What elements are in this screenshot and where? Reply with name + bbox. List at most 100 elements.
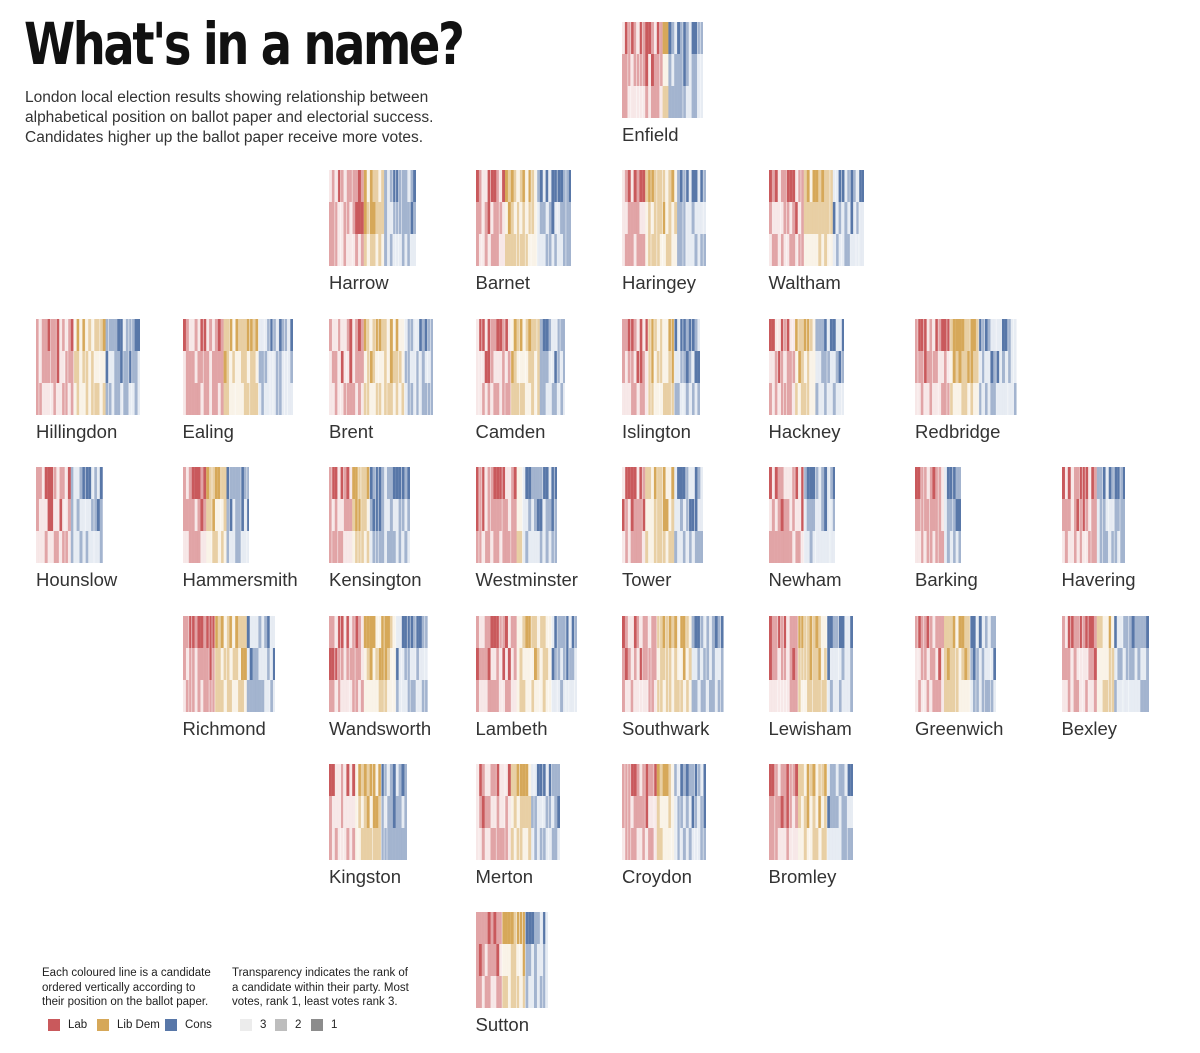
candidate-mark bbox=[668, 86, 672, 118]
candidate-mark bbox=[358, 796, 361, 828]
candidate-mark bbox=[389, 318, 393, 351]
candidate-mark bbox=[114, 318, 118, 351]
candidate-mark bbox=[96, 499, 100, 532]
candidate-mark bbox=[812, 467, 815, 500]
candidate-mark bbox=[797, 764, 801, 796]
candidate-mark bbox=[653, 796, 657, 828]
candidate-mark bbox=[375, 382, 379, 415]
candidate-mark bbox=[337, 679, 341, 712]
candidate-mark bbox=[858, 202, 862, 235]
candidate-mark bbox=[407, 679, 411, 712]
candidate-mark bbox=[817, 679, 821, 712]
candidate-mark bbox=[478, 202, 482, 235]
candidate-mark bbox=[59, 350, 63, 383]
candidate-mark bbox=[395, 467, 399, 500]
candidate-mark bbox=[384, 764, 388, 796]
candidate-mark bbox=[946, 382, 950, 415]
candidate-mark bbox=[182, 615, 186, 648]
candidate-mark bbox=[685, 467, 689, 500]
candidate-mark bbox=[944, 615, 947, 648]
candidate-mark bbox=[809, 796, 813, 828]
candidate-mark bbox=[65, 467, 68, 500]
candidate-separator bbox=[93, 318, 95, 415]
candidate-mark bbox=[38, 318, 42, 351]
candidate-mark bbox=[67, 318, 71, 351]
candidate-mark bbox=[861, 202, 865, 235]
candidate-mark bbox=[929, 467, 933, 500]
candidate-mark bbox=[788, 679, 792, 712]
candidate-mark bbox=[688, 54, 692, 86]
candidate-mark bbox=[691, 796, 695, 828]
candidate-mark bbox=[401, 615, 405, 648]
candidate-mark bbox=[662, 796, 666, 828]
candidate-mark bbox=[645, 828, 649, 860]
candidate-mark bbox=[1090, 647, 1094, 680]
candidate-mark bbox=[556, 764, 560, 796]
candidate-separator bbox=[334, 170, 336, 267]
candidate-mark bbox=[809, 679, 813, 712]
candidate-mark bbox=[990, 350, 994, 383]
candidate-mark bbox=[513, 764, 517, 796]
candidate-mark bbox=[656, 22, 660, 54]
candidate-mark bbox=[243, 531, 247, 564]
candidate-mark bbox=[630, 382, 634, 415]
candidate-mark bbox=[36, 531, 39, 564]
candidate-mark bbox=[85, 318, 89, 351]
candidate-mark bbox=[490, 234, 493, 267]
candidate-mark bbox=[211, 679, 215, 712]
candidate-mark bbox=[697, 382, 701, 415]
candidate-mark bbox=[697, 54, 701, 86]
candidate-mark bbox=[706, 615, 710, 648]
candidate-mark bbox=[548, 350, 551, 383]
candidate-mark bbox=[993, 615, 997, 648]
candidate-mark bbox=[366, 318, 370, 351]
candidate-mark bbox=[680, 615, 683, 648]
borough-chart-redbridge bbox=[915, 318, 1017, 415]
candidate-separator bbox=[1084, 467, 1086, 564]
candidate-mark bbox=[653, 764, 657, 796]
candidate-mark bbox=[829, 350, 833, 383]
candidate-separator bbox=[272, 318, 273, 415]
candidate-mark bbox=[484, 976, 488, 1009]
candidate-separator bbox=[849, 170, 851, 267]
candidate-separator bbox=[392, 170, 394, 267]
borough-label: Tower bbox=[622, 569, 672, 591]
candidate-mark bbox=[636, 86, 640, 118]
candidate-mark bbox=[360, 202, 364, 235]
candidate-mark bbox=[266, 647, 270, 680]
candidate-mark bbox=[99, 467, 103, 500]
candidate-mark bbox=[372, 350, 376, 383]
candidate-mark bbox=[392, 679, 396, 712]
candidate-mark bbox=[513, 976, 517, 1009]
candidate-separator bbox=[190, 615, 192, 712]
candidate-mark bbox=[622, 202, 625, 235]
candidate-mark bbox=[981, 615, 985, 648]
candidate-mark bbox=[682, 170, 686, 203]
candidate-mark bbox=[94, 350, 97, 383]
candidate-mark bbox=[829, 202, 833, 235]
candidate-mark bbox=[59, 531, 63, 564]
candidate-mark bbox=[223, 499, 227, 532]
candidate-mark bbox=[519, 764, 522, 796]
candidate-mark bbox=[788, 467, 792, 500]
candidate-mark bbox=[556, 350, 560, 383]
candidate-mark bbox=[401, 531, 405, 564]
candidate-mark bbox=[375, 679, 379, 712]
candidate-separator bbox=[800, 467, 801, 564]
candidate-mark bbox=[1122, 679, 1126, 712]
candidate-mark bbox=[642, 86, 646, 118]
candidate-mark bbox=[832, 796, 836, 828]
candidate-separator bbox=[702, 170, 704, 267]
candidate-mark bbox=[533, 234, 537, 267]
candidate-mark bbox=[659, 499, 663, 532]
candidate-mark bbox=[645, 234, 649, 267]
candidate-mark bbox=[545, 382, 549, 415]
candidate-mark bbox=[521, 679, 525, 712]
candidate-separator bbox=[478, 467, 479, 564]
candidate-mark bbox=[205, 647, 209, 680]
candidate-mark bbox=[199, 499, 203, 532]
candidate-mark bbox=[199, 350, 203, 383]
candidate-mark bbox=[269, 382, 273, 415]
candidate-separator bbox=[673, 318, 675, 415]
candidate-mark bbox=[378, 531, 382, 564]
